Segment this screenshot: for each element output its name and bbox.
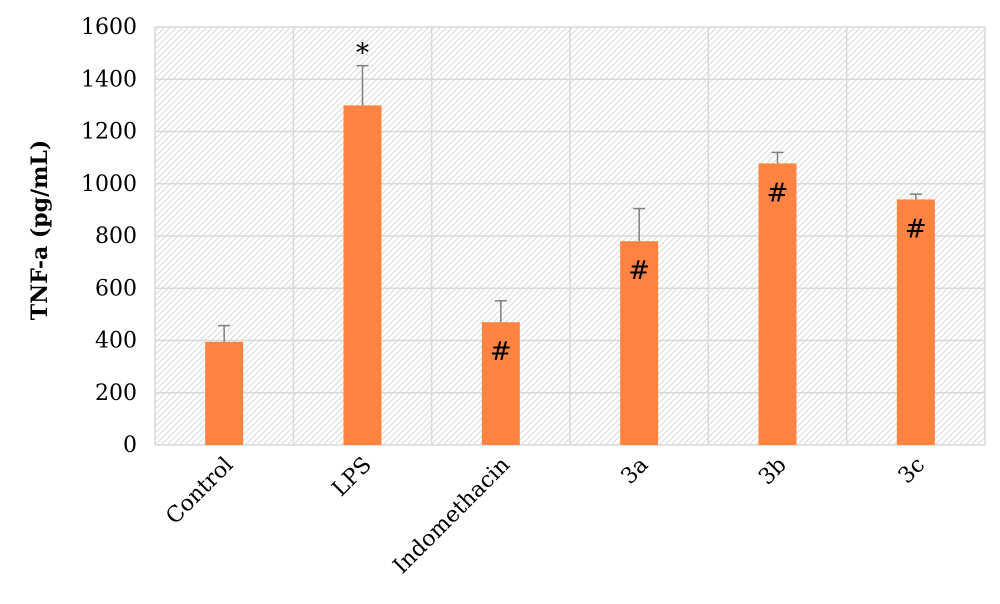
x-category-label: LPS — [328, 453, 377, 502]
bars: * # # # # — [205, 39, 935, 445]
bar-3a — [620, 241, 659, 445]
gridlines — [154, 26, 986, 446]
bar-3b — [758, 163, 797, 445]
significance-mark: # — [905, 214, 927, 244]
bar-indomethacin — [481, 322, 520, 445]
significance-mark: # — [767, 178, 789, 208]
x-category-label: 3a — [617, 453, 654, 490]
x-category-label: Indomethacin — [389, 453, 515, 579]
y-tick-label: 1400 — [81, 67, 137, 92]
bar-control — [205, 341, 244, 445]
y-tick-label: 1600 — [81, 15, 137, 40]
significance-mark: # — [490, 337, 512, 367]
y-axis-ticks: 0 200 400 600 800 1000 1200 1400 1600 — [81, 15, 137, 458]
bar-lps — [343, 105, 382, 445]
y-tick-label: 600 — [95, 276, 137, 301]
y-tick-label: 200 — [95, 381, 137, 406]
significance-mark: # — [628, 256, 650, 286]
y-tick-label: 800 — [95, 224, 137, 249]
x-category-label: Control — [161, 453, 238, 530]
y-tick-label: 400 — [95, 329, 137, 354]
y-tick-label: 1000 — [81, 172, 137, 197]
y-tick-label: 1200 — [81, 120, 137, 145]
y-tick-label: 0 — [123, 433, 137, 458]
x-axis-categories: Control LPS Indomethacin 3a 3b 3c — [161, 453, 930, 579]
bar-3c — [896, 199, 935, 445]
y-axis-label: TNF-a (pg/mL) — [27, 140, 53, 321]
x-category-label: 3c — [894, 453, 930, 489]
x-category-label: 3b — [754, 453, 792, 491]
significance-mark: * — [356, 39, 369, 69]
